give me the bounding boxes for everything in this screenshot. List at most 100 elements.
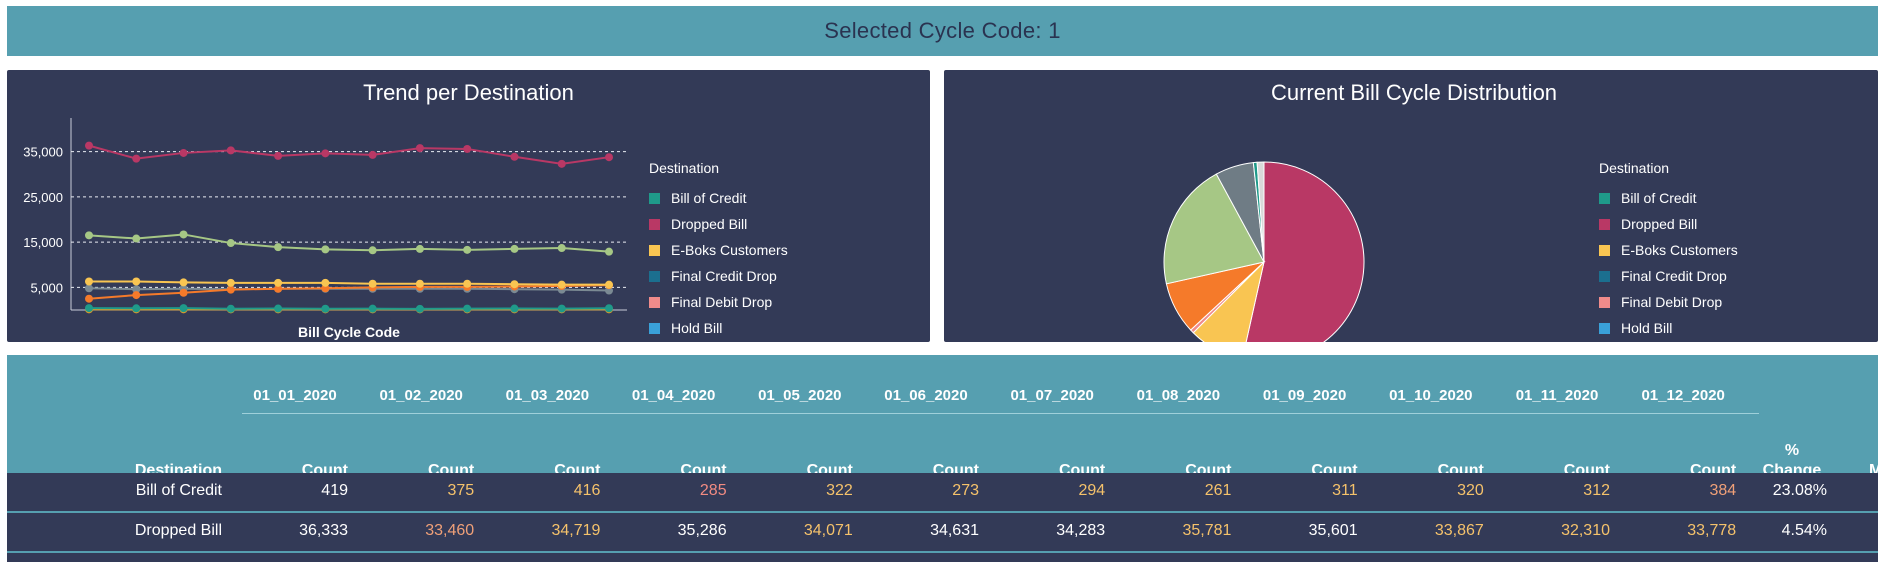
data-point[interactable] (85, 141, 93, 150)
date-column-header[interactable]: 01_02_2020 (379, 387, 463, 404)
data-point[interactable] (132, 285, 141, 294)
data-point[interactable] (85, 284, 93, 293)
date-column-header[interactable]: 01_11_2020 (1515, 387, 1599, 404)
date-column-header[interactable]: 01_03_2020 (505, 387, 590, 404)
data-point[interactable] (415, 279, 424, 288)
data-point[interactable] (368, 246, 377, 255)
data-point[interactable] (321, 245, 330, 254)
pie-slice[interactable] (1163, 173, 1265, 285)
data-point[interactable] (132, 234, 141, 243)
data-point[interactable] (557, 244, 566, 253)
data-point[interactable] (463, 245, 472, 254)
pie-slice[interactable] (1242, 161, 1365, 342)
date-column-header[interactable]: 01_06_2020 (884, 387, 968, 404)
data-point[interactable] (179, 148, 188, 157)
data-point[interactable] (557, 280, 566, 289)
data-point[interactable] (605, 304, 613, 313)
trend-legend-item[interactable]: Hold Bill (649, 315, 909, 341)
date-column-header[interactable]: 01_05_2020 (758, 387, 842, 404)
trend-legend-item[interactable]: Final Credit Drop (649, 263, 909, 289)
data-point[interactable] (415, 244, 424, 253)
data-point[interactable] (368, 279, 377, 288)
data-point[interactable] (85, 231, 93, 240)
trend-legend-item[interactable]: E-Boks Customers (649, 237, 909, 263)
table-row[interactable]: Dropped Bill 36,333 33,460 34,719 35,286 34,0… (7, 513, 1878, 551)
series-line[interactable] (88, 233, 610, 253)
trend-legend-item[interactable]: Final Debit Drop (649, 289, 909, 315)
data-point[interactable] (132, 304, 141, 313)
date-column-header[interactable]: 01_07_2020 (1010, 387, 1094, 404)
data-point[interactable] (605, 280, 613, 289)
distribution-legend-item[interactable]: Bill of Credit (1599, 185, 1859, 211)
data-point[interactable] (463, 279, 472, 288)
date-column-header[interactable]: 01_09_2020 (1262, 387, 1347, 404)
data-point[interactable] (274, 243, 283, 252)
trend-line-chart[interactable]: 5,000 15,000 25,000 35,000 Bill Cycle Code (7, 70, 647, 342)
data-point[interactable] (226, 278, 235, 287)
data-point[interactable] (463, 304, 472, 313)
legend-label: Dropped Bill (1621, 216, 1698, 232)
data-point[interactable] (368, 304, 377, 313)
data-point[interactable] (274, 284, 283, 293)
data-point[interactable] (132, 277, 141, 286)
data-point[interactable] (368, 150, 377, 159)
series-line[interactable] (89, 280, 609, 286)
change-column-header-symbol[interactable]: % (1784, 442, 1800, 459)
data-point[interactable] (557, 159, 566, 168)
data-point[interactable] (179, 288, 188, 297)
data-point[interactable] (321, 149, 330, 158)
data-point[interactable] (226, 146, 235, 155)
distribution-legend-item[interactable]: Hold Bill (1599, 315, 1859, 341)
trend-legend-item[interactable]: Bill of Credit (649, 185, 909, 211)
data-point[interactable] (179, 304, 188, 313)
count-cell: 294 (1078, 482, 1106, 499)
data-point[interactable] (415, 144, 424, 153)
data-point[interactable] (132, 154, 141, 163)
data-point[interactable] (510, 304, 519, 313)
truncated-column-header[interactable]: M (1869, 462, 1878, 479)
table-row[interactable]: Bill of Credit 419 375 416 285 322 273 294 261 31… (7, 473, 1878, 511)
pie-slice[interactable] (1256, 161, 1265, 263)
data-point[interactable] (226, 285, 235, 294)
distribution-legend-item[interactable]: Final Debit Drop (1599, 289, 1859, 315)
data-point[interactable] (463, 144, 472, 153)
series-line[interactable] (88, 284, 610, 300)
data-point[interactable] (557, 304, 566, 313)
data-point[interactable] (510, 280, 519, 289)
data-point[interactable] (179, 278, 188, 287)
data-point[interactable] (85, 277, 93, 286)
date-column-header[interactable]: 01_12_2020 (1641, 387, 1725, 404)
change-cell: 23.08% (1772, 482, 1827, 499)
count-cell: 419 (321, 482, 348, 499)
legend-label: Hold Bill (1621, 320, 1673, 336)
trend-legend-item[interactable]: Dropped Bill (649, 211, 909, 237)
date-column-header[interactable]: 01_08_2020 (1136, 387, 1221, 404)
distribution-pie-chart[interactable] (944, 70, 1464, 342)
distribution-panel: Current Bill Cycle Distribution Destinat… (944, 70, 1878, 342)
data-point[interactable] (179, 230, 188, 239)
date-column-header[interactable]: 01_04_2020 (631, 387, 716, 404)
data-point[interactable] (605, 153, 613, 162)
data-point[interactable] (274, 278, 283, 287)
data-point[interactable] (226, 304, 235, 313)
data-point[interactable] (510, 152, 519, 161)
data-point[interactable] (274, 151, 283, 160)
data-point[interactable] (510, 244, 519, 253)
data-point[interactable] (85, 304, 93, 313)
series-line[interactable] (88, 307, 610, 310)
data-point[interactable] (321, 304, 330, 313)
series-line[interactable] (88, 144, 610, 165)
date-column-header[interactable]: 01_10_2020 (1389, 387, 1473, 404)
data-point[interactable] (274, 304, 283, 313)
data-point[interactable] (132, 291, 141, 300)
distribution-legend-item[interactable]: Final Credit Drop (1599, 263, 1859, 289)
data-point[interactable] (415, 304, 424, 313)
distribution-legend-item[interactable]: Dropped Bill (1599, 211, 1859, 237)
data-point[interactable] (85, 294, 93, 303)
data-point[interactable] (321, 278, 330, 287)
distribution-legend-item[interactable]: E-Boks Customers (1599, 237, 1859, 263)
legend-swatch (1599, 322, 1610, 334)
data-point[interactable] (226, 239, 235, 248)
date-column-header[interactable]: 01_01_2020 (253, 387, 337, 404)
data-point[interactable] (605, 247, 613, 256)
